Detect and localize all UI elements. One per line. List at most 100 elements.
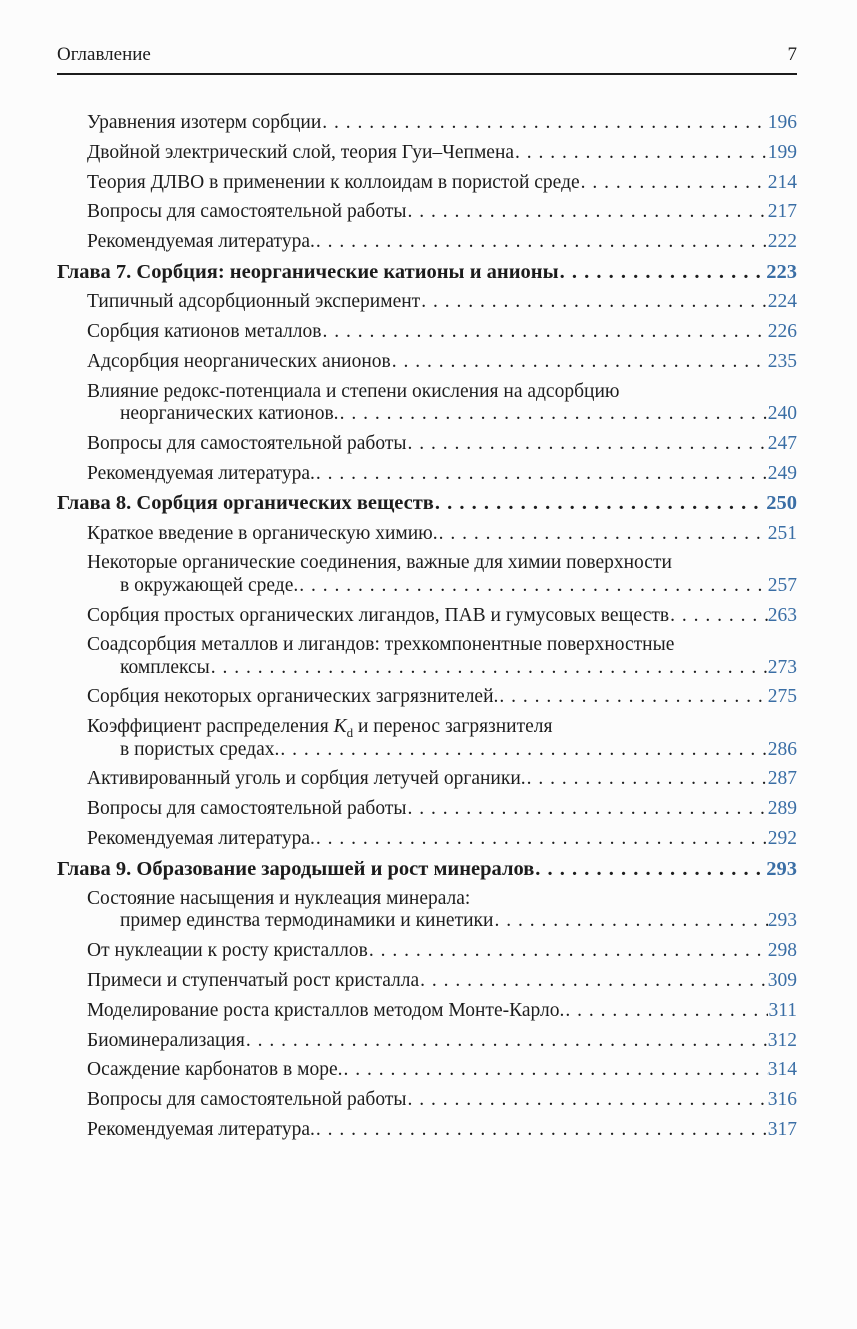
toc-entry-line: Моделирование роста кристаллов методом М… bbox=[57, 1000, 797, 1022]
leader-dots bbox=[299, 575, 768, 597]
page-number-link[interactable]: 287 bbox=[767, 768, 797, 790]
toc-entry: Сорбция катионов металлов 226 bbox=[57, 321, 797, 343]
toc-entry-line: Краткое введение в органическую химию. 25… bbox=[57, 523, 797, 545]
toc-entry-line: Сорбция катионов металлов 226 bbox=[57, 321, 797, 343]
entry-title: Сорбция некоторых органических загрязнит… bbox=[87, 686, 499, 708]
page-number-link[interactable]: 309 bbox=[767, 969, 797, 991]
entry-title: Глава 7. Сорбция: неорганические катионы… bbox=[57, 260, 559, 283]
toc-entry-line: пример единства термодинамики и кинетики… bbox=[57, 910, 797, 932]
entry-title: Биоминерализация bbox=[87, 1029, 245, 1051]
leader-dots bbox=[316, 463, 768, 485]
page-number-link[interactable]: 240 bbox=[767, 402, 797, 424]
entry-title: Краткое введение в органическую химию. bbox=[87, 522, 438, 544]
leader-dots bbox=[392, 351, 768, 373]
page-number-link[interactable]: 293 bbox=[767, 910, 797, 932]
toc-entry-line: Глава 8. Сорбция органических веществ 250 bbox=[57, 492, 797, 514]
page-number-link[interactable]: 224 bbox=[767, 291, 797, 313]
leader-dots bbox=[535, 858, 766, 880]
toc-entry: Типичный адсорбционный эксперимент 224 bbox=[57, 291, 797, 313]
leader-dots bbox=[581, 172, 768, 194]
toc-entry-line: Уравнения изотерм сорбции 196 bbox=[57, 112, 797, 134]
toc-entry: Вопросы для самостоятельной работы 289 bbox=[57, 798, 797, 820]
toc-entry: Сорбция некоторых органических загрязнит… bbox=[57, 686, 797, 708]
toc-entry-line: в пористых средах. 286 bbox=[57, 739, 797, 761]
toc-entry-line: Типичный адсорбционный эксперимент 224 bbox=[57, 291, 797, 313]
page-number-link[interactable]: 223 bbox=[766, 260, 797, 283]
toc-entry-line: Вопросы для самостоятельной работы 316 bbox=[57, 1089, 797, 1111]
page-number-link[interactable]: 214 bbox=[767, 171, 797, 193]
page-number-link[interactable]: 257 bbox=[767, 574, 797, 596]
page-number-link[interactable]: 286 bbox=[767, 738, 797, 760]
leader-dots bbox=[343, 1059, 767, 1081]
page-number-link[interactable]: 312 bbox=[767, 1029, 797, 1051]
entry-title: Состояние насыщения и нуклеация минерала… bbox=[87, 888, 471, 910]
leader-dots bbox=[494, 910, 767, 932]
page-number-link[interactable]: 222 bbox=[767, 231, 797, 253]
page-number-link[interactable]: 289 bbox=[767, 798, 797, 820]
entry-title: От нуклеации к росту кристаллов bbox=[87, 940, 368, 962]
toc-entry-line: неорганических катионов. 240 bbox=[57, 403, 797, 425]
toc-entry-line: Рекомендуемая литература. 249 bbox=[57, 463, 797, 485]
toc-entry-line: Влияние редокс-потенциала и степени окис… bbox=[57, 381, 797, 403]
toc-chapter-entry: Глава 8. Сорбция органических веществ 250 bbox=[57, 492, 797, 514]
page-number-link[interactable]: 311 bbox=[768, 999, 797, 1021]
toc-entry-line: Коэффициент распределения Kd и перенос з… bbox=[57, 716, 797, 739]
page-number-link[interactable]: 251 bbox=[767, 522, 797, 544]
leader-dots bbox=[246, 1030, 768, 1052]
leader-dots bbox=[211, 657, 768, 679]
entry-title: Глава 8. Сорбция органических веществ bbox=[57, 492, 434, 515]
leader-dots bbox=[499, 686, 767, 708]
page-number-link[interactable]: 273 bbox=[767, 656, 797, 678]
page-number-link[interactable]: 249 bbox=[767, 462, 797, 484]
page-number-link[interactable]: 298 bbox=[767, 940, 797, 962]
entry-title: Моделирование роста кристаллов методом М… bbox=[87, 999, 565, 1021]
leader-dots bbox=[280, 739, 767, 761]
page-number-link[interactable]: 263 bbox=[767, 604, 797, 626]
toc-chapter-entry: Глава 9. Образование зародышей и рост ми… bbox=[57, 858, 797, 880]
page-number-link[interactable]: 316 bbox=[767, 1089, 797, 1111]
page-number-link[interactable]: 199 bbox=[767, 141, 797, 163]
entry-title: Глава 9. Образование зародышей и рост ми… bbox=[57, 857, 535, 880]
toc-entry: Осаждение карбонатов в море. 314 bbox=[57, 1059, 797, 1081]
page-number-link[interactable]: 250 bbox=[766, 492, 797, 515]
leader-dots bbox=[407, 1089, 767, 1111]
entry-title: Некоторые органические соединения, важны… bbox=[87, 552, 672, 574]
toc-entry: Влияние редокс-потенциала и степени окис… bbox=[57, 381, 797, 426]
entry-title: Рекомендуемая литература. bbox=[87, 231, 315, 253]
page-number-link[interactable]: 275 bbox=[767, 686, 797, 708]
entry-title: Соадсорбция металлов и лигандов: трехком… bbox=[87, 634, 675, 656]
toc-entry: Некоторые органические соединения, важны… bbox=[57, 552, 797, 597]
toc-entry: Краткое введение в органическую химию. 25… bbox=[57, 523, 797, 545]
toc-entry-line: Вопросы для самостоятельной работы 289 bbox=[57, 798, 797, 820]
page-number-link[interactable]: 314 bbox=[767, 1059, 797, 1081]
toc-entry-line: Состояние насыщения и нуклеация минерала… bbox=[57, 888, 797, 910]
leader-dots bbox=[322, 112, 767, 134]
page-number-link[interactable]: 226 bbox=[767, 321, 797, 343]
toc-entry-line: Адсорбция неорганических анионов 235 bbox=[57, 351, 797, 373]
leader-dots bbox=[515, 142, 768, 164]
toc-entry: Соадсорбция металлов и лигандов: трехком… bbox=[57, 634, 797, 679]
toc-entry-line: Сорбция простых органических лигандов, П… bbox=[57, 605, 797, 627]
page-number-link[interactable]: 317 bbox=[767, 1118, 797, 1140]
toc-entry: Рекомендуемая литература. 222 bbox=[57, 231, 797, 253]
page-number-link[interactable]: 247 bbox=[767, 432, 797, 454]
toc-entry-line: в окружающей среде. 257 bbox=[57, 575, 797, 597]
toc-entry: Вопросы для самостоятельной работы 247 bbox=[57, 433, 797, 455]
toc-entry: Рекомендуемая литература. 317 bbox=[57, 1119, 797, 1141]
entry-title: Сорбция простых органических лигандов, П… bbox=[87, 604, 670, 626]
toc-entry: Коэффициент распределения Kd и перенос з… bbox=[57, 716, 797, 761]
page-number-link[interactable]: 292 bbox=[767, 827, 797, 849]
toc-entry-line: Соадсорбция металлов и лигандов: трехком… bbox=[57, 634, 797, 656]
page-number-link[interactable]: 217 bbox=[767, 201, 797, 223]
toc-entry-line: Некоторые органические соединения, важны… bbox=[57, 552, 797, 574]
entry-title: Вопросы для самостоятельной работы bbox=[87, 1089, 407, 1111]
leader-dots bbox=[420, 970, 768, 992]
page-number-link[interactable]: 293 bbox=[766, 857, 797, 880]
toc-entry-line: От нуклеации к росту кристаллов 298 bbox=[57, 940, 797, 962]
leader-dots bbox=[421, 291, 768, 313]
page-number-link[interactable]: 235 bbox=[767, 350, 797, 372]
toc-entry: Примеси и ступенчатый рост кристалла 309 bbox=[57, 970, 797, 992]
entry-title: Адсорбция неорганических анионов bbox=[87, 350, 391, 372]
toc-entry-line: Двойной электрический слой, теория Гуи–Ч… bbox=[57, 142, 797, 164]
page-number-link[interactable]: 196 bbox=[767, 112, 797, 133]
